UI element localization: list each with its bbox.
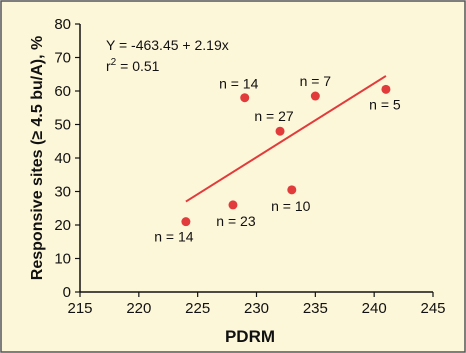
y-tick-label: 50: [54, 117, 71, 134]
x-tick-label: 235: [303, 300, 328, 317]
data-point: [275, 126, 285, 136]
y-tick-label: 0: [63, 284, 71, 301]
point-label: n = 7: [300, 73, 332, 89]
x-tick-label: 225: [185, 300, 210, 317]
y-axis-title: Responsive sites (≥ 4.5 bu/A), %: [29, 36, 46, 280]
r-squared-superscript: 2: [111, 57, 117, 68]
data-point: [228, 200, 238, 210]
data-point: [310, 91, 320, 101]
r-squared-r: r: [106, 58, 111, 74]
point-label: n = 14: [154, 229, 194, 245]
x-tick-label: 215: [67, 300, 92, 317]
x-tick-label: 220: [126, 300, 151, 317]
point-label: n = 27: [254, 108, 294, 124]
point-label: n = 23: [216, 213, 256, 229]
y-tick-label: 20: [54, 217, 71, 234]
y-tick-label: 40: [54, 150, 71, 167]
x-tick-label: 240: [362, 300, 387, 317]
r-squared-label: r2 = 0.51: [106, 57, 160, 74]
y-tick-label: 70: [54, 50, 71, 67]
x-tick-label: 245: [420, 300, 445, 317]
data-point: [181, 217, 191, 227]
data-point: [381, 84, 391, 94]
data-point: [240, 93, 250, 103]
r-squared-value: = 0.51: [116, 58, 159, 74]
data-point: [287, 185, 297, 195]
y-tick-label: 60: [54, 83, 71, 100]
y-tick-label: 30: [54, 184, 71, 201]
point-label: n = 14: [219, 76, 259, 92]
point-label: n = 10: [271, 198, 311, 214]
x-tick-label: 230: [244, 300, 269, 317]
x-axis-title: PDRM: [225, 327, 275, 346]
y-tick-label: 10: [54, 251, 71, 268]
y-tick-label: 80: [54, 16, 71, 33]
point-label: n = 5: [369, 96, 401, 112]
regression-equation: Y = -463.45 + 2.19x: [106, 37, 229, 53]
regression-line: [185, 75, 387, 203]
